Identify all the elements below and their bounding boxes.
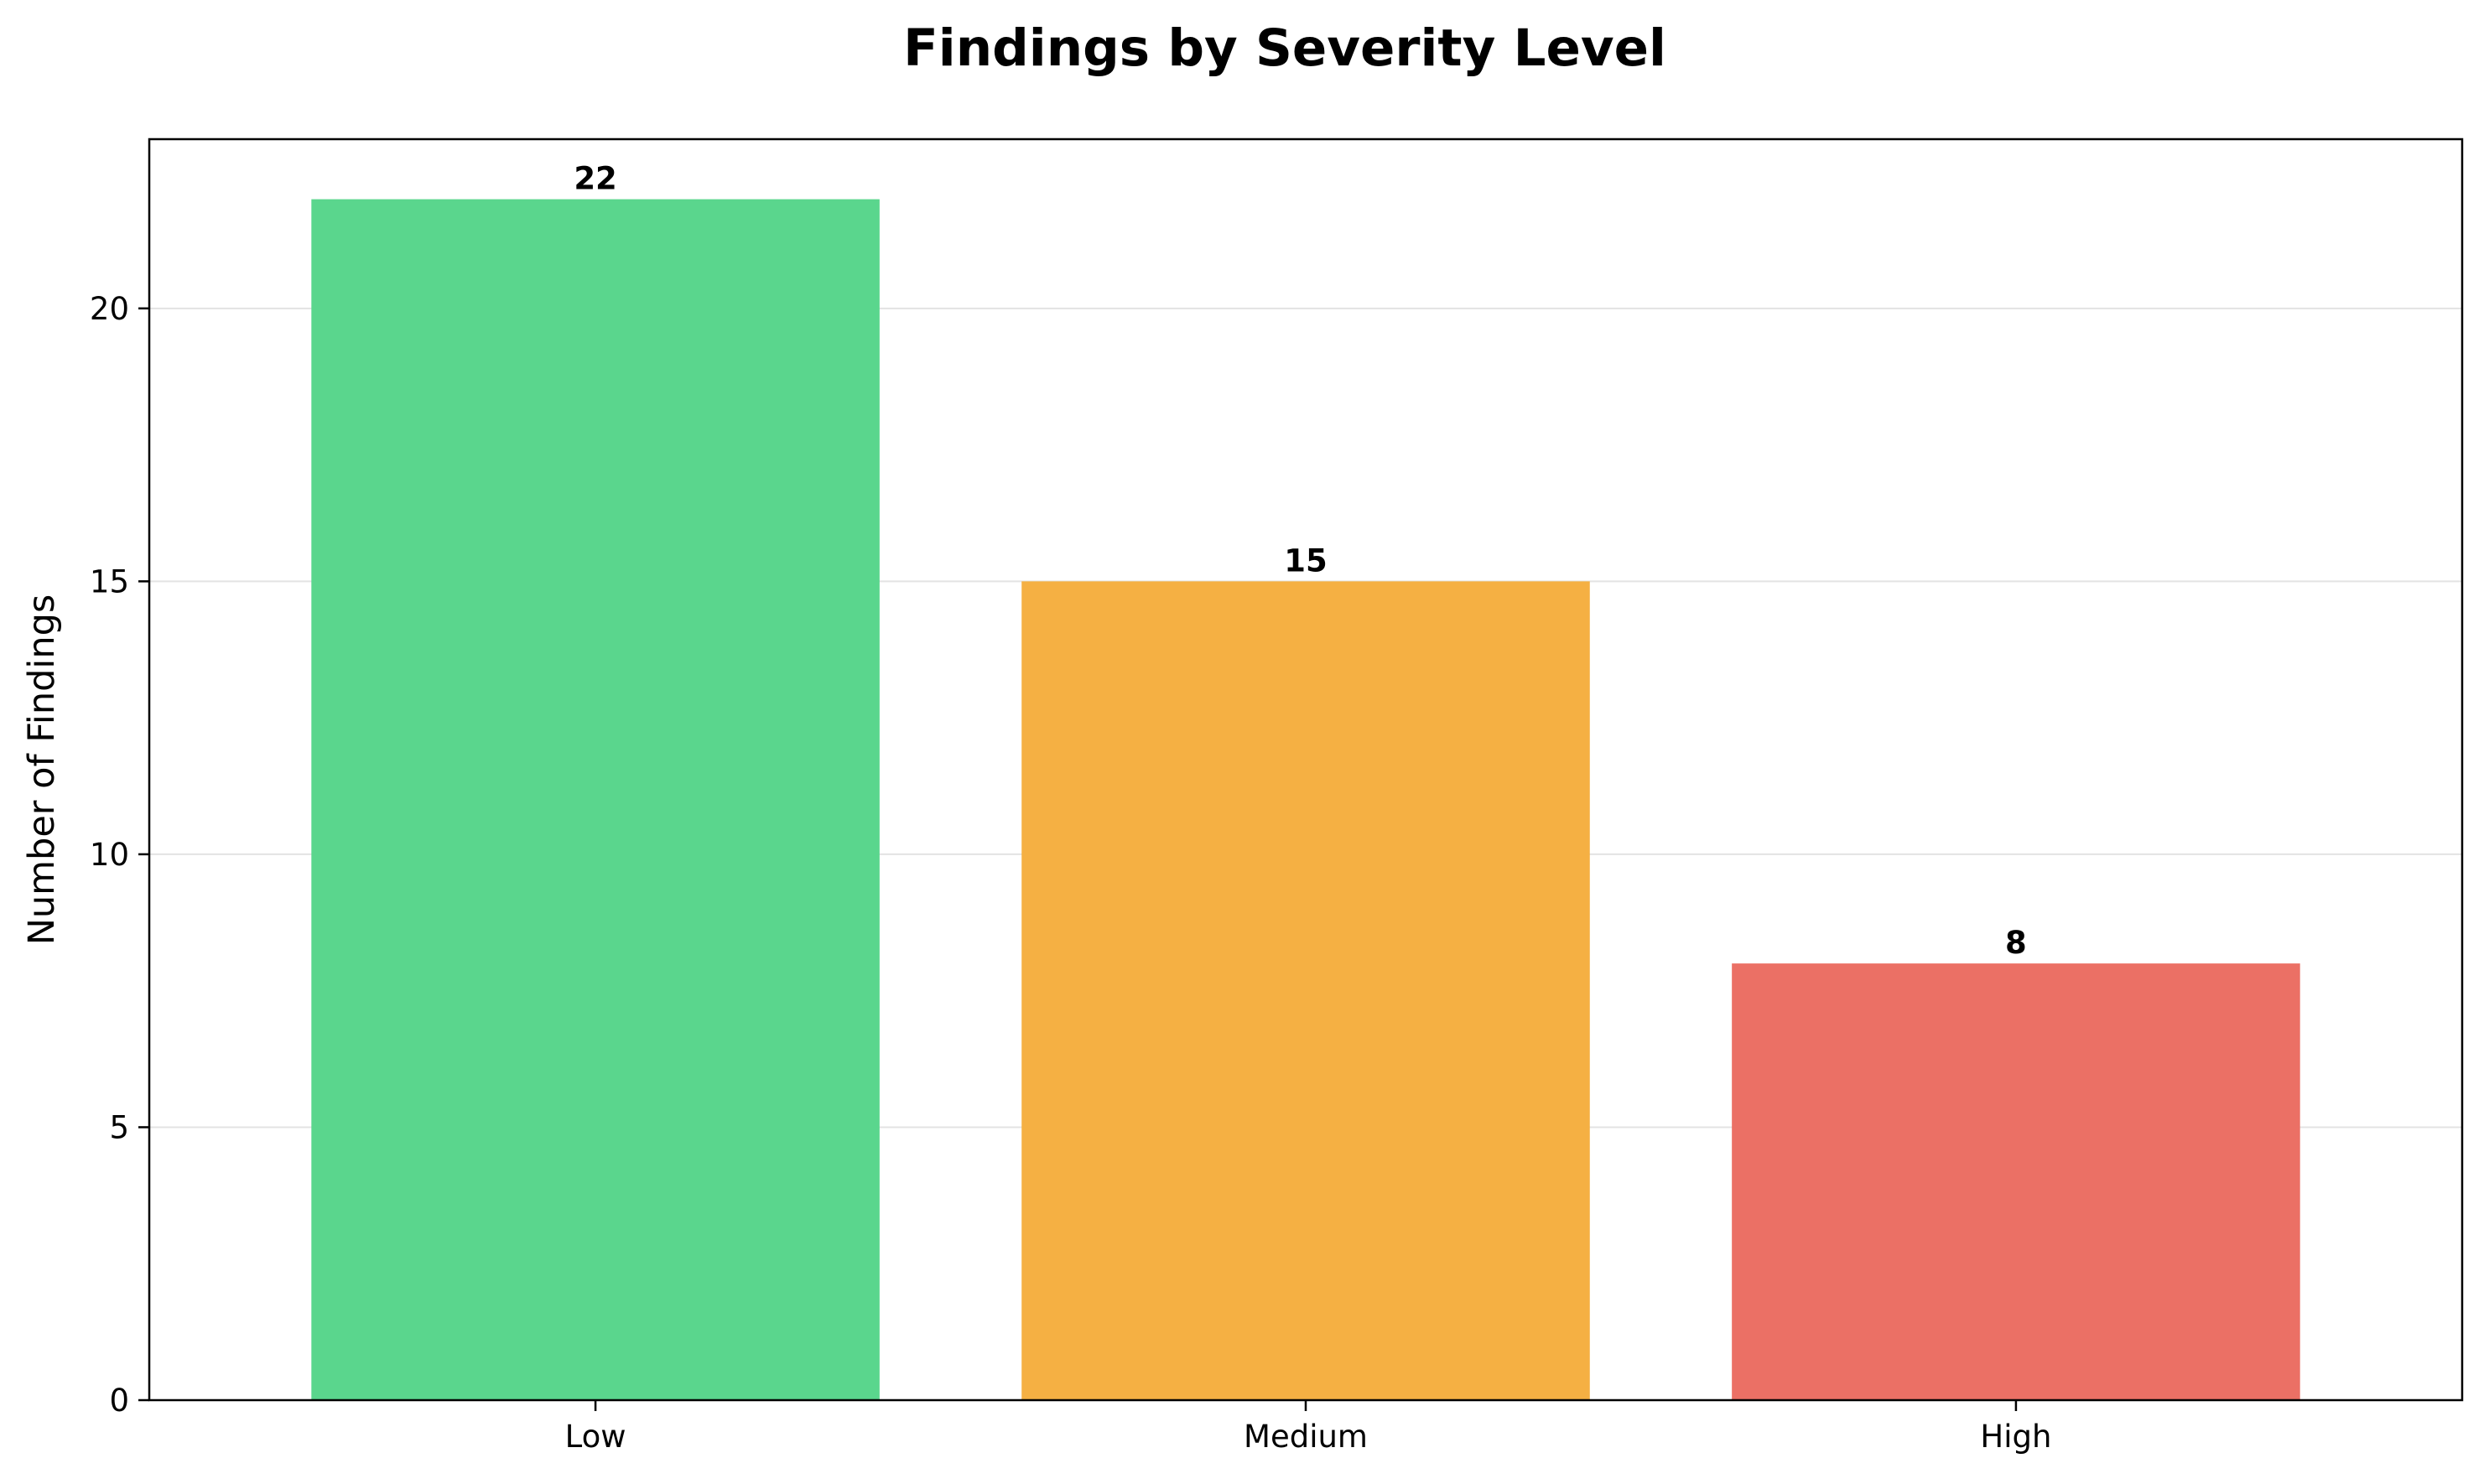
x-tick-label-medium: Medium (1244, 1419, 1368, 1455)
y-axis-ticks: 0 5 10 15 20 (90, 291, 149, 1419)
bar-medium (1021, 581, 1590, 1400)
x-tick-label-high: High (1980, 1419, 2051, 1455)
bar-high (1732, 963, 2300, 1400)
value-label-medium: 15 (1284, 542, 1328, 579)
y-axis-label: Number of Findings (21, 594, 63, 946)
x-axis-ticks: Low Medium High (565, 1400, 2051, 1455)
bars (311, 199, 2300, 1401)
value-label-low: 22 (574, 161, 617, 197)
x-tick-label-low: Low (565, 1419, 626, 1455)
value-labels: 22 15 8 (574, 161, 2026, 962)
y-tick-label-5: 5 (109, 1109, 129, 1145)
y-tick-label-0: 0 (109, 1383, 129, 1419)
y-tick-label-15: 15 (90, 563, 129, 599)
value-label-high: 8 (2005, 925, 2027, 961)
chart-title: Findings by Severity Level (903, 18, 1666, 78)
bar-low (311, 199, 880, 1401)
y-tick-label-10: 10 (90, 837, 129, 873)
y-tick-label-20: 20 (90, 291, 129, 327)
